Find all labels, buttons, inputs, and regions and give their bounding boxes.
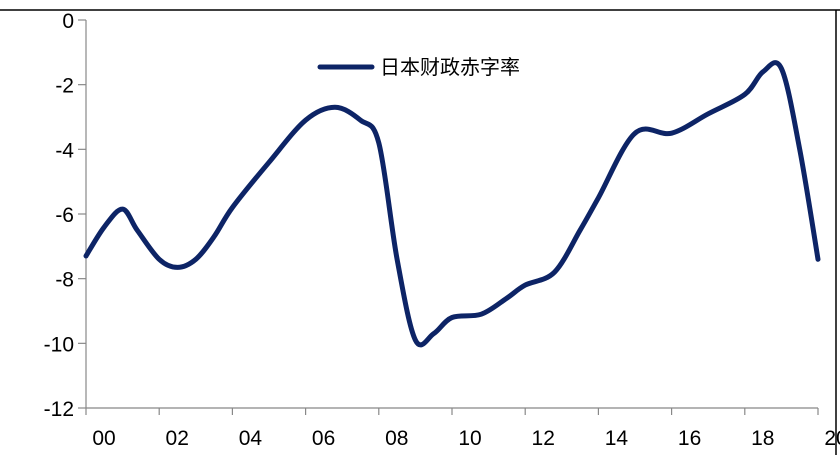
y-tick-label: -12: [44, 398, 74, 421]
x-tick-label: 08: [385, 427, 408, 450]
x-tick-label: 12: [532, 427, 555, 450]
y-axis: 0 -2 -4 -6 -8 -10 -12: [44, 10, 87, 421]
x-tick-label: 16: [678, 427, 701, 450]
series-layer: [83, 60, 821, 348]
x-tick-label: 20: [824, 427, 840, 450]
y-tick-label: -4: [55, 139, 74, 162]
y-tick-label: -6: [55, 204, 74, 227]
y-tick-label: -10: [44, 333, 74, 356]
x-tick-label: 18: [751, 427, 774, 450]
x-tick-label: 02: [166, 427, 189, 450]
x-tick-label: 06: [312, 427, 335, 450]
y-tick-label: 0: [62, 10, 74, 33]
x-tick-label: 10: [458, 427, 481, 450]
legend-label: 日本财政赤字率: [380, 55, 520, 79]
y-tick-label: -8: [55, 269, 74, 292]
x-tick-label: 04: [239, 427, 263, 450]
legend: 日本财政赤字率: [317, 55, 520, 79]
series-line-fiscal-deficit: [83, 60, 821, 348]
x-tick-label: 14: [605, 427, 629, 450]
x-axis: 00 02 04 06 08 10 12 14 16 18 20: [85, 407, 840, 450]
y-tick-label: -2: [55, 75, 74, 98]
x-tick-label: 00: [92, 427, 115, 450]
